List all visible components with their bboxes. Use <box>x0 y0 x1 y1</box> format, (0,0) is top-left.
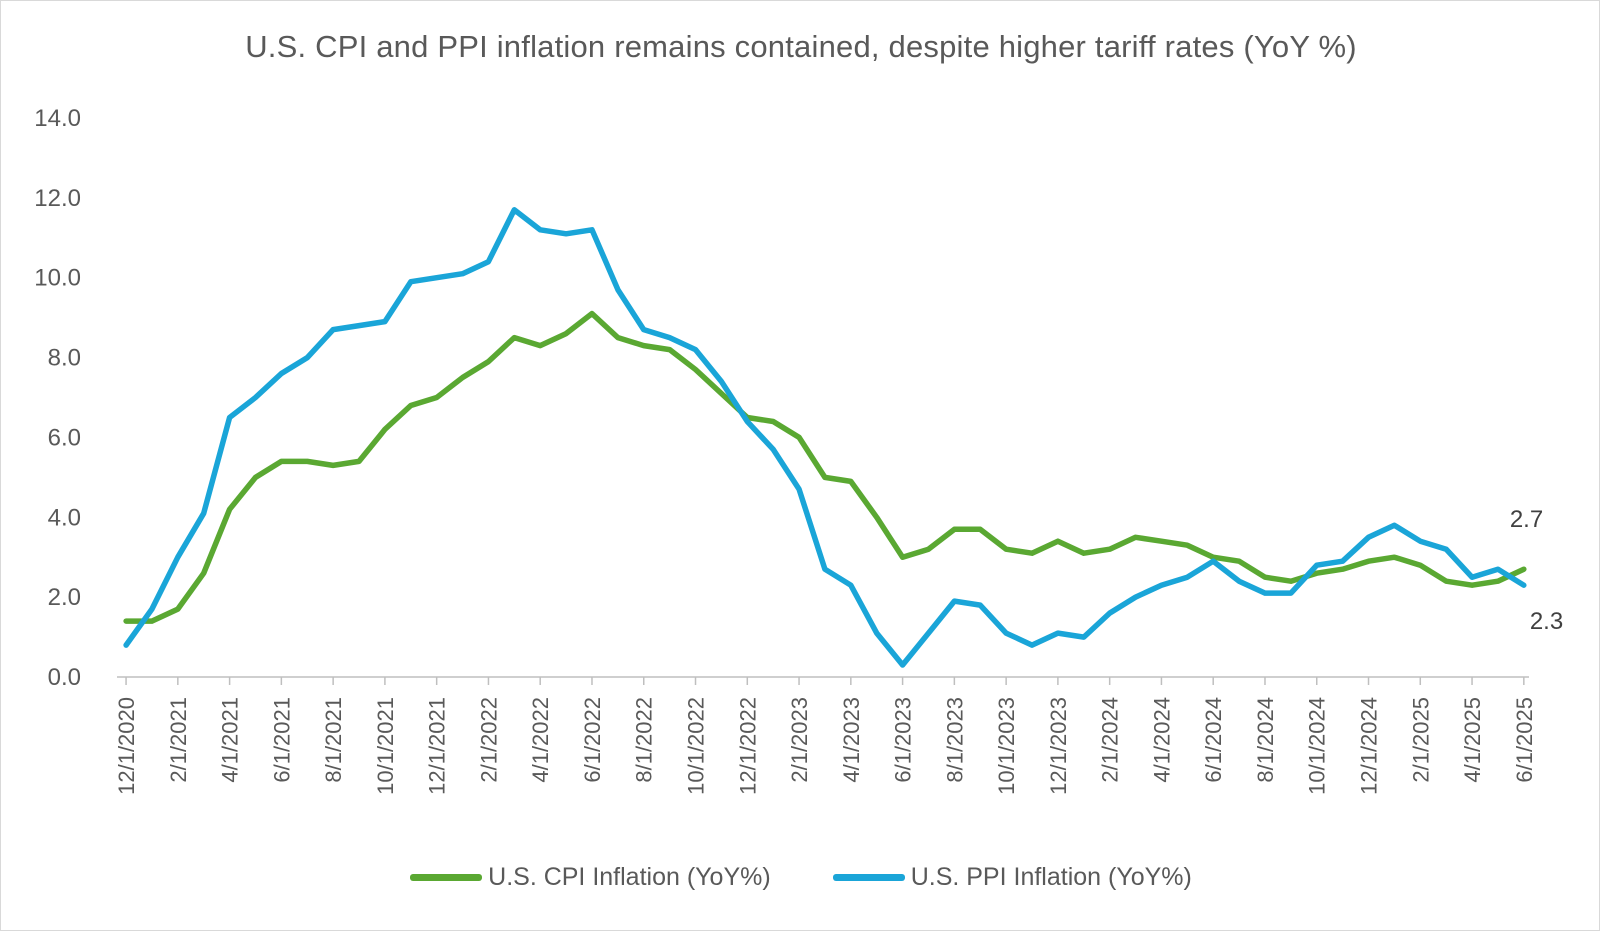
y-axis: 0.0 2.0 4.0 6.0 8.0 10.0 12.0 14.0 <box>34 105 81 691</box>
series-layer <box>123 207 1527 668</box>
y-tick-label: 8.0 <box>48 345 81 372</box>
x-tick-label: 6/1/2022 <box>580 697 605 783</box>
x-tick-label: 4/1/2025 <box>1460 697 1485 783</box>
x-tick-label: 6/1/2025 <box>1512 697 1537 783</box>
y-tick-label: 14.0 <box>34 105 81 132</box>
x-tick-label: 10/1/2023 <box>994 697 1019 795</box>
x-tick-label: 12/1/2021 <box>425 697 450 795</box>
cpi-end-label: 2.7 <box>1510 506 1543 533</box>
x-tick-label: 4/1/2021 <box>218 697 243 783</box>
x-tick-label: 2/1/2025 <box>1408 697 1433 783</box>
x-tick-label: 2/1/2023 <box>787 697 812 783</box>
x-tick-label: 12/1/2024 <box>1357 697 1382 795</box>
legend-item-cpi: U.S. CPI Inflation (YoY%) <box>410 863 771 892</box>
y-tick-label: 12.0 <box>34 185 81 212</box>
y-tick-label: 10.0 <box>34 265 81 292</box>
ppi-series-line <box>123 207 1527 668</box>
y-tick-label: 4.0 <box>48 504 81 531</box>
x-tick-label: 10/1/2024 <box>1305 697 1330 795</box>
x-tick-label: 8/1/2021 <box>321 697 346 783</box>
y-tick-label: 0.0 <box>48 664 81 691</box>
x-tick-label: 8/1/2024 <box>1253 697 1278 783</box>
x-tick-label: 10/1/2022 <box>684 697 709 795</box>
x-axis: 12/1/2020 2/1/2021 4/1/2021 6/1/2021 8/1/202… <box>114 676 1537 795</box>
x-tick-label: 6/1/2023 <box>891 697 916 783</box>
x-tick-label: 4/1/2022 <box>528 697 553 783</box>
legend-swatch-ppi <box>832 874 905 881</box>
legend: U.S. CPI Inflation (YoY%) U.S. PPI Infla… <box>1 863 1600 892</box>
legend-label-cpi: U.S. CPI Inflation (YoY%) <box>488 863 771 891</box>
ppi-end-label: 2.3 <box>1530 608 1563 635</box>
y-tick-label: 2.0 <box>48 584 81 611</box>
x-tick-label: 2/1/2021 <box>166 697 191 783</box>
legend-swatch-cpi <box>410 874 483 881</box>
x-tick-label: 4/1/2023 <box>839 697 864 783</box>
x-tick-label: 4/1/2024 <box>1149 697 1174 783</box>
chart-title: U.S. CPI and PPI inflation remains conta… <box>245 29 1357 64</box>
x-tick-label: 12/1/2020 <box>114 697 139 795</box>
x-tick-label: 2/1/2024 <box>1098 697 1123 783</box>
x-tick-label: 12/1/2022 <box>735 697 760 795</box>
legend-label-ppi: U.S. PPI Inflation (YoY%) <box>910 863 1192 891</box>
x-tick-label: 8/1/2023 <box>942 697 967 783</box>
legend-item-ppi: U.S. PPI Inflation (YoY%) <box>832 863 1192 892</box>
x-tick-label: 10/1/2021 <box>373 697 398 795</box>
cpi-series-line <box>123 310 1527 624</box>
data-labels: 2.7 2.3 <box>1510 506 1563 635</box>
x-tick-label: 8/1/2022 <box>632 697 657 783</box>
x-tick-label: 6/1/2021 <box>269 697 294 783</box>
y-tick-label: 6.0 <box>48 424 81 451</box>
x-tick-label: 2/1/2022 <box>476 697 501 783</box>
x-tick-label: 6/1/2024 <box>1201 697 1226 783</box>
x-tick-label: 12/1/2023 <box>1046 697 1071 795</box>
